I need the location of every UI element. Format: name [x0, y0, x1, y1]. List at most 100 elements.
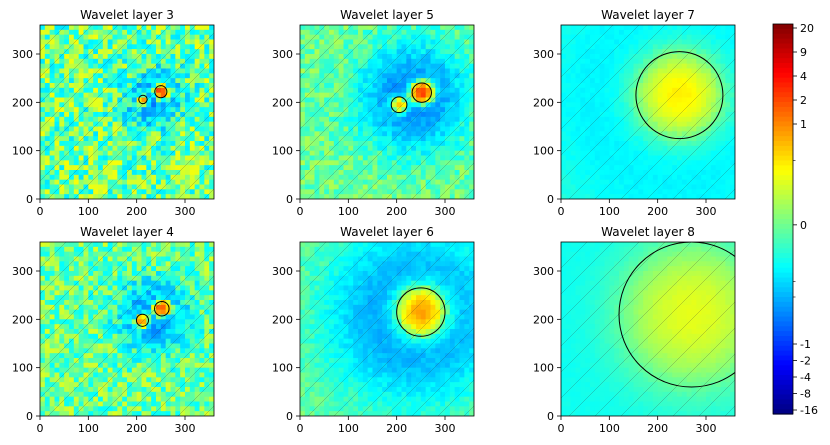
- colorbar-segment: [773, 370, 793, 376]
- colorbar-segment: [773, 33, 793, 40]
- y-tick-label: 0: [547, 410, 554, 423]
- colorbar-segment: [773, 165, 793, 171]
- colorbar-segment: [773, 389, 793, 396]
- panel-6: Wavelet layer 8 0 100 200 300 0 100 200 300: [533, 225, 736, 435]
- x-tick-label: 100: [78, 205, 99, 218]
- colorbar-segment: [773, 111, 793, 118]
- colorbar-segment: [773, 287, 793, 293]
- y-tick-label: 200: [533, 96, 554, 109]
- colorbar-segment: [773, 209, 793, 215]
- colorbar-segment: [773, 399, 793, 405]
- colorbar-segment: [773, 43, 793, 49]
- panel-title: Wavelet layer 7: [601, 8, 695, 22]
- colorbar-segment: [773, 326, 793, 332]
- y-tick-label: 200: [272, 313, 293, 326]
- colorbar-segment: [773, 106, 793, 113]
- colorbar-segment: [773, 53, 793, 59]
- contour-line: [154, 300, 170, 317]
- colorbar-tick-label: 20: [800, 22, 814, 35]
- heatmap-image: [40, 242, 214, 416]
- colorbar-segment: [773, 301, 793, 308]
- y-tick-label: 300: [272, 48, 293, 61]
- x-tick-label: 200: [126, 422, 147, 435]
- colorbar-tick-label: -1: [800, 338, 811, 351]
- colorbar-segment: [773, 262, 793, 269]
- x-tick-label: 300: [175, 422, 196, 435]
- panel-3: Wavelet layer 7 0 100 200 300 0 100 200 300: [533, 8, 736, 218]
- colorbar-segment: [773, 38, 793, 45]
- colorbar-segment: [773, 72, 793, 79]
- colorbar-segment: [773, 336, 793, 342]
- colorbar-tick-label: 9: [800, 46, 807, 59]
- colorbar-segment: [773, 258, 793, 264]
- colorbar-segment: [773, 267, 793, 274]
- x-tick-label: 0: [37, 205, 44, 218]
- colorbar-segment: [773, 150, 793, 157]
- colorbar-segment: [773, 311, 793, 318]
- x-tick-label: 0: [558, 422, 565, 435]
- y-tick-label: 300: [272, 265, 293, 278]
- panels: Wavelet layer 30 100 200 3000100200300Wavel…: [12, 8, 736, 435]
- colorbar-segment: [773, 404, 793, 410]
- colorbar-segment: [773, 321, 793, 327]
- x-tick-label: 200: [647, 205, 668, 218]
- colorbar-segment: [773, 87, 793, 93]
- x-tick-label: 100: [338, 205, 359, 218]
- colorbar-segment: [773, 345, 793, 352]
- colorbar-segment: [773, 365, 793, 371]
- colorbar-segment: [773, 24, 793, 30]
- panel-4: Wavelet layer 4 0 100 200 300 0 100 200 300: [12, 225, 215, 435]
- colorbar-segment: [773, 340, 793, 347]
- axes-frame: [39, 24, 215, 200]
- axes-frame: [560, 241, 736, 417]
- colorbar-segment: [773, 184, 793, 191]
- panel-title: Wavelet layer 5: [340, 8, 434, 22]
- hatch-lines: [561, 242, 735, 416]
- colorbar-segment: [773, 375, 793, 381]
- y-tick-label: 100: [533, 362, 554, 375]
- contour-line: [135, 313, 150, 327]
- heatmap-image: [40, 25, 214, 199]
- colorbar-tick-label: 1: [800, 118, 807, 131]
- contour-line: [138, 94, 148, 105]
- x-tick-label: 300: [696, 205, 717, 218]
- panel-title: Wavelet layer 4: [80, 225, 174, 239]
- y-tick-label: 300: [12, 48, 33, 61]
- x-tick-label: 0: [297, 422, 304, 435]
- panel-title: Wavelet layer 8: [601, 225, 695, 239]
- y-tick-label: 200: [12, 96, 33, 109]
- axes-frame: [299, 24, 475, 200]
- y-tick-label: 0: [26, 193, 33, 206]
- colorbar-segment: [773, 360, 793, 366]
- hatch-lines: [40, 25, 214, 199]
- y-tick-label: 0: [26, 410, 33, 423]
- x-tick-label: 100: [599, 205, 620, 218]
- colorbar-segment: [773, 409, 793, 415]
- x-tick-label: 200: [386, 422, 407, 435]
- y-tick-label: 0: [547, 193, 554, 206]
- colorbar-segment: [773, 292, 793, 298]
- colorbar-segment: [773, 102, 793, 108]
- colorbar-segment: [773, 194, 793, 201]
- colorbar-tick-label: -2: [800, 355, 811, 368]
- heatmap-image: [561, 242, 735, 416]
- colorbar-segment: [773, 316, 793, 322]
- heatmap-image: [300, 242, 474, 416]
- axes-frame: [39, 241, 215, 417]
- colorbar-segment: [773, 116, 793, 123]
- panel-5: Wavelet layer 6 0 100 200 300 0 100 200 300: [272, 225, 475, 435]
- x-tick-label: 0: [297, 205, 304, 218]
- colorbar-tick-label: -8: [800, 388, 811, 401]
- colorbar-segment: [773, 160, 793, 166]
- colorbar-segment: [773, 121, 793, 127]
- colorbar-segment: [773, 58, 793, 64]
- colorbar-segment: [773, 141, 793, 147]
- x-tick-label: 300: [435, 205, 456, 218]
- colorbar-tick-label: 0: [800, 219, 807, 232]
- colorbar-tick-label: 2: [800, 94, 807, 107]
- colorbar-segment: [773, 350, 793, 357]
- y-tick-label: 300: [12, 265, 33, 278]
- colorbar-segment: [773, 379, 793, 386]
- colorbar-segment: [773, 219, 793, 225]
